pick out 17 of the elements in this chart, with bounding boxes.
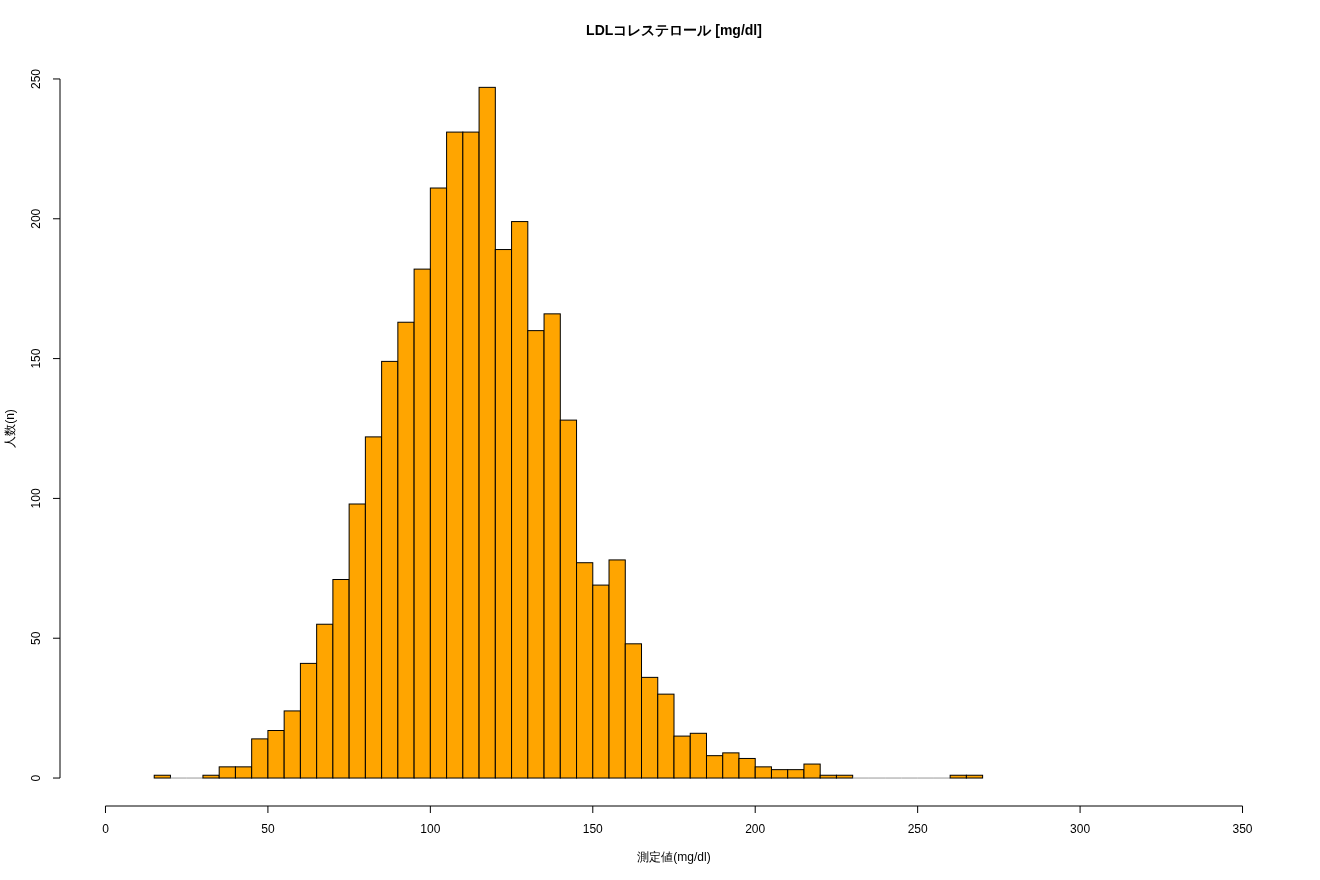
y-axis-title: 人数(n) <box>3 409 17 448</box>
y-tick-label: 200 <box>29 208 43 229</box>
x-tick-label: 250 <box>907 822 928 836</box>
chart-title: LDLコレステロール [mg/dl] <box>586 22 762 38</box>
x-tick-label: 0 <box>102 822 110 836</box>
y-tick-label: 0 <box>29 774 43 782</box>
x-tick-label: 100 <box>420 822 441 836</box>
y-tick-label: 100 <box>29 488 43 509</box>
y-tick-label: 150 <box>29 348 43 369</box>
x-tick-label: 50 <box>261 822 275 836</box>
x-tick-label: 350 <box>1232 822 1253 836</box>
y-tick-label: 50 <box>29 631 43 645</box>
x-tick-label: 150 <box>582 822 604 836</box>
x-tick-label: 300 <box>1070 822 1091 836</box>
y-tick-label: 250 <box>29 68 43 89</box>
x-tick-label: 200 <box>745 822 766 836</box>
x-axis-title: 測定値(mg/dl) <box>637 850 711 864</box>
